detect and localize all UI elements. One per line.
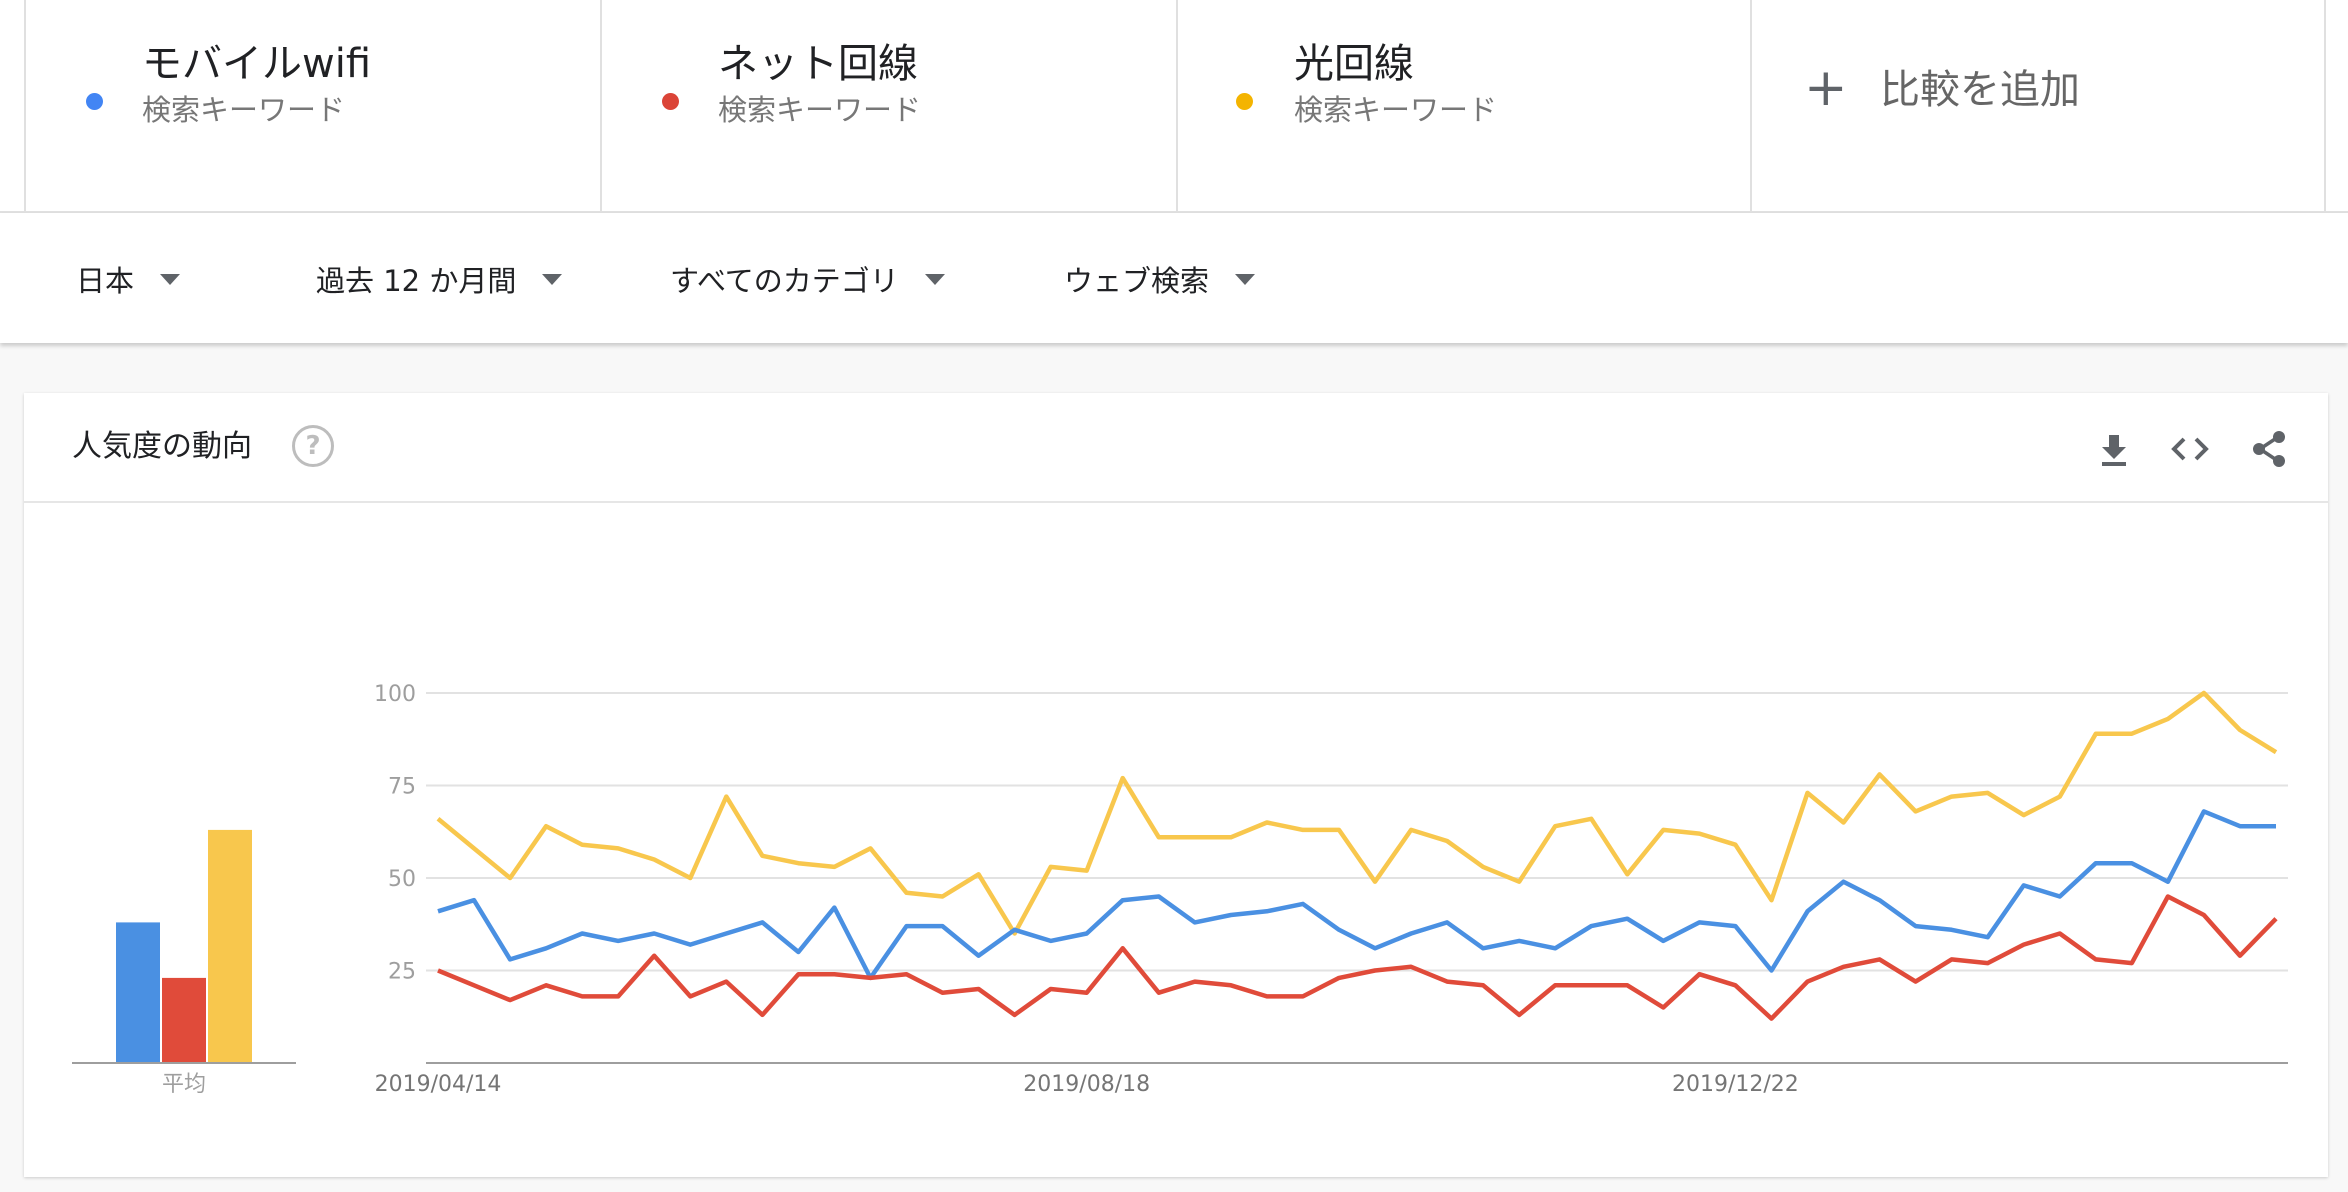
term-type: 検索キーワード xyxy=(142,93,346,127)
chart-grid: 100 75 50 25 xyxy=(374,682,2288,1064)
x-axis-labels: 2019/04/14 2019/08/18 2019/12/22 xyxy=(375,1072,1799,1097)
search-type-value: ウェブ検索 xyxy=(1064,264,1210,298)
y-tick-label: 50 xyxy=(388,867,416,892)
embed-code-icon[interactable] xyxy=(2170,429,2210,469)
caret-down-icon xyxy=(542,273,563,285)
add-compare-button[interactable]: + 比較を追加 xyxy=(1750,0,2326,213)
term-card-1[interactable]: モバイルwifi 検索キーワード xyxy=(24,0,600,213)
card-header: 人気度の動向 ? xyxy=(24,393,2328,503)
trend-lines xyxy=(436,690,2278,1021)
x-tick-label: 2019/08/18 xyxy=(1023,1072,1150,1097)
average-bar[interactable] xyxy=(162,977,206,1063)
share-icon[interactable] xyxy=(2250,429,2290,469)
x-tick-label: 2019/04/14 xyxy=(375,1072,502,1097)
average-bar[interactable] xyxy=(208,829,252,1063)
interest-over-time-card: 人気度の動向 ? 100 75 50 25 平均 2019/04/14 2019/08/… xyxy=(24,393,2328,1177)
series-dot-yellow xyxy=(1236,93,1253,110)
term-type: 検索キーワード xyxy=(1294,93,1498,127)
period-value: 過去 12 か月間 xyxy=(316,264,517,298)
term-name[interactable]: ネット回線 xyxy=(718,41,918,87)
period-select[interactable]: 過去 12 か月間 xyxy=(316,257,563,301)
y-tick-label: 100 xyxy=(374,682,416,707)
y-tick-label: 25 xyxy=(388,960,416,985)
y-tick-label: 75 xyxy=(388,775,416,800)
term-card-3[interactable]: 光回線 検索キーワード xyxy=(1176,0,1750,213)
search-type-select[interactable]: ウェブ検索 xyxy=(1064,257,1256,301)
average-label: 平均 xyxy=(162,1072,206,1097)
x-tick-label: 2019/12/22 xyxy=(1672,1072,1799,1097)
series-dot-blue xyxy=(86,93,103,110)
region-value: 日本 xyxy=(76,264,135,298)
caret-down-icon xyxy=(160,273,181,285)
series-line[interactable] xyxy=(437,894,2278,1021)
term-card-2[interactable]: ネット回線 検索キーワード xyxy=(600,0,1176,213)
category-value: すべてのカテゴリ xyxy=(670,264,899,298)
caret-down-icon xyxy=(924,273,945,285)
compare-terms-bar: モバイルwifi 検索キーワード ネット回線 検索キーワード 光回線 検索キーワ… xyxy=(0,0,2348,213)
average-bar[interactable] xyxy=(116,922,160,1063)
series-line[interactable] xyxy=(437,809,2276,981)
average-bars: 平均 xyxy=(72,829,296,1097)
trend-chart: 100 75 50 25 平均 2019/04/14 2019/08/18 2019/12… xyxy=(72,682,2288,1097)
category-select[interactable]: すべてのカテゴリ xyxy=(670,257,945,301)
series-line[interactable] xyxy=(436,690,2278,936)
region-select[interactable]: 日本 xyxy=(76,257,181,301)
term-name[interactable]: モバイルwifi xyxy=(142,41,372,87)
download-icon[interactable] xyxy=(2094,429,2134,469)
caret-down-icon xyxy=(1235,273,1256,285)
plus-icon: + xyxy=(1804,58,1848,118)
series-dot-red xyxy=(662,93,679,110)
term-type: 検索キーワード xyxy=(718,93,922,127)
term-name[interactable]: 光回線 xyxy=(1294,41,1414,87)
card-title: 人気度の動向 xyxy=(72,429,252,464)
add-compare-label: 比較を追加 xyxy=(1880,67,2080,113)
filter-bar: 日本 過去 12 か月間 すべてのカテゴリ ウェブ検索 xyxy=(0,213,2348,343)
help-icon[interactable]: ? xyxy=(292,425,334,467)
